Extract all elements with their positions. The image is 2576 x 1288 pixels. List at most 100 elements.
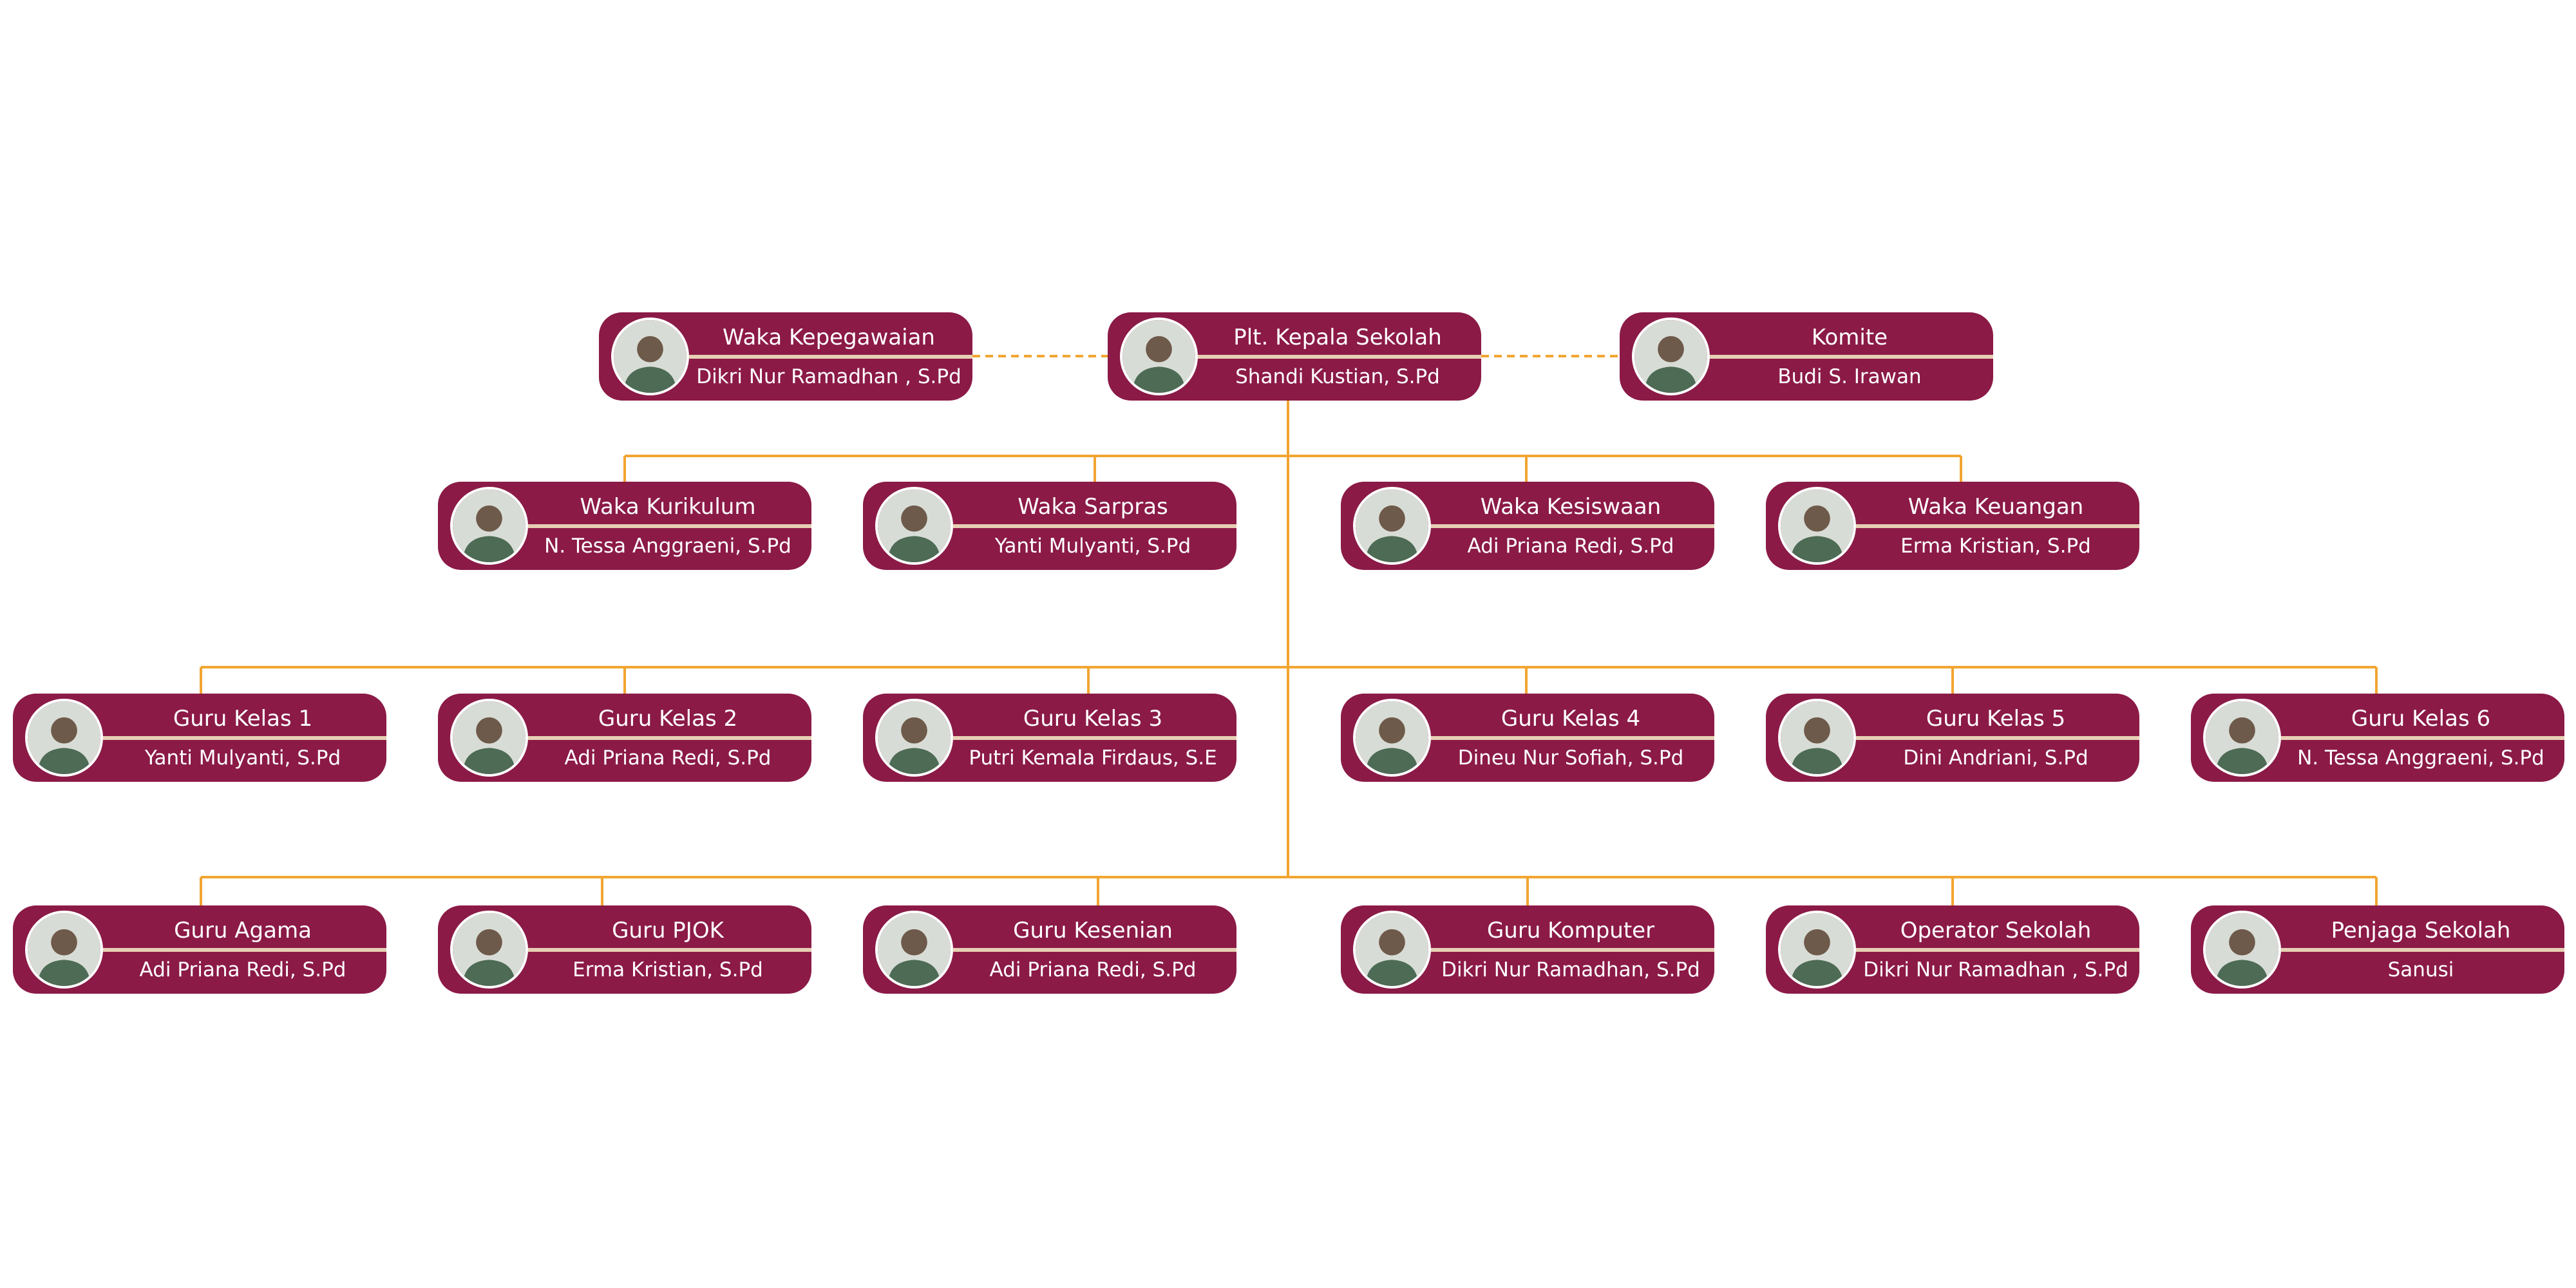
avatar [450,911,528,989]
node-divider [1856,736,2139,740]
node-komite[interactable]: Komite Budi S. Irawan [1620,312,1993,401]
node-name: Yanti Mulyanti, S.Pd [144,746,341,770]
node-guru-kesenian[interactable]: Guru Kesenian Adi Priana Redi, S.Pd [863,905,1236,994]
node-guru-kelas-4[interactable]: Guru Kelas 4 Dineu Nur Sofiah, S.Pd [1341,694,1714,782]
avatar [2203,911,2281,989]
node-guru-pjok[interactable]: Guru PJOK Erma Kristian, S.Pd [438,905,811,994]
node-penjaga-sekolah[interactable]: Penjaga Sekolah Sanusi [2191,905,2564,994]
node-divider [953,736,1236,740]
node-role: Guru Kelas 3 [1023,706,1163,732]
node-waka-keuangan[interactable]: Waka Keuangan Erma Kristian, S.Pd [1766,482,2139,570]
node-guru-kelas-1[interactable]: Guru Kelas 1 Yanti Mulyanti, S.Pd [13,694,386,782]
node-name: Dineu Nur Sofiah, S.Pd [1457,746,1684,770]
node-waka-kepegawaian[interactable]: Waka Kepegawaian Dikri Nur Ramadhan , S.P… [599,312,972,401]
node-divider [1856,524,2139,528]
node-waka-sarpras[interactable]: Waka Sarpras Yanti Mulyanti, S.Pd [863,482,1236,570]
node-divider [103,948,386,952]
node-divider [1710,355,1993,359]
node-role: Guru Kelas 1 [173,706,313,732]
avatar [875,699,953,777]
node-role: Guru Komputer [1486,918,1655,943]
person-icon [1634,320,1707,393]
avatar [1632,317,1710,395]
node-divider [2281,948,2564,952]
node-role: Plt. Kepala Sekolah [1233,325,1442,350]
person-icon [1356,489,1428,562]
person-icon [28,913,100,986]
node-name: Dikri Nur Ramadhan , S.Pd [1863,958,2128,981]
node-divider [1198,355,1481,359]
node-name: Budi S. Irawan [1777,365,1922,388]
node-divider [1431,736,1714,740]
node-name: Erma Kristian, S.Pd [573,958,763,981]
node-divider [103,736,386,740]
node-role: Guru Kelas 2 [598,706,738,732]
person-icon [2206,701,2278,774]
node-divider [528,948,811,952]
person-icon [878,913,951,986]
node-name: Adi Priana Redi, S.Pd [139,958,346,981]
person-icon [878,701,951,774]
avatar [1353,487,1431,565]
person-icon [1356,701,1428,774]
node-name: Shandi Kustian, S.Pd [1235,365,1440,388]
node-guru-agama[interactable]: Guru Agama Adi Priana Redi, S.Pd [13,905,386,994]
avatar [1778,487,1856,565]
avatar [450,699,528,777]
avatar [1353,699,1431,777]
avatar [25,699,103,777]
person-icon [1356,913,1428,986]
node-name: Dikri Nur Ramadhan , S.Pd [696,365,961,388]
avatar [1778,699,1856,777]
person-icon [453,489,526,562]
node-guru-kelas-3[interactable]: Guru Kelas 3 Putri Kemala Firdaus, S.E [863,694,1236,782]
person-icon [1781,701,1853,774]
node-divider [528,736,811,740]
node-role: Waka Sarpras [1018,494,1168,520]
node-role: Guru Kelas 5 [1926,706,2066,732]
person-icon [2206,913,2278,986]
node-divider [953,948,1236,952]
node-role: Guru Kelas 4 [1501,706,1641,732]
node-name: Erma Kristian, S.Pd [1900,535,2091,558]
node-name: Adi Priana Redi, S.Pd [1467,535,1674,558]
node-name: N. Tessa Anggraeni, S.Pd [544,535,791,558]
node-role: Waka Kurikulum [580,494,756,520]
avatar [2203,699,2281,777]
node-role: Waka Keuangan [1908,494,2084,520]
node-name: N. Tessa Anggraeni, S.Pd [2297,746,2544,770]
node-divider [528,524,811,528]
node-plt-kepala-sekolah[interactable]: Plt. Kepala Sekolah Shandi Kustian, S.Pd [1108,312,1481,401]
node-name: Yanti Mulyanti, S.Pd [994,535,1191,558]
node-waka-kesiswaan[interactable]: Waka Kesiswaan Adi Priana Redi, S.Pd [1341,482,1714,570]
node-divider [2281,736,2564,740]
node-name: Sanusi [2387,958,2454,981]
avatar [1778,911,1856,989]
node-role: Operator Sekolah [1900,918,2092,943]
node-guru-kelas-5[interactable]: Guru Kelas 5 Dini Andriani, S.Pd [1766,694,2139,782]
node-name: Adi Priana Redi, S.Pd [989,958,1197,981]
node-operator-sekolah[interactable]: Operator Sekolah Dikri Nur Ramadhan , S.P… [1766,905,2139,994]
node-name: Adi Priana Redi, S.Pd [564,746,772,770]
node-role: Guru Agama [174,918,312,943]
avatar [1120,317,1198,395]
node-guru-kelas-6[interactable]: Guru Kelas 6 N. Tessa Anggraeni, S.Pd [2191,694,2564,782]
person-icon [453,913,526,986]
node-waka-kurikulum[interactable]: Waka Kurikulum N. Tessa Anggraeni, S.Pd [438,482,811,570]
avatar [25,911,103,989]
node-name: Dini Andriani, S.Pd [1903,746,2088,770]
node-guru-komputer[interactable]: Guru Komputer Dikri Nur Ramadhan, S.Pd [1341,905,1714,994]
person-icon [878,489,951,562]
avatar [1353,911,1431,989]
person-icon [453,701,526,774]
node-divider [689,355,972,359]
node-role: Penjaga Sekolah [2331,918,2511,943]
person-icon [1122,320,1195,393]
node-role: Waka Kesiswaan [1480,494,1662,520]
avatar [450,487,528,565]
node-role: Komite [1811,325,1888,350]
person-icon [1781,489,1853,562]
node-guru-kelas-2[interactable]: Guru Kelas 2 Adi Priana Redi, S.Pd [438,694,811,782]
